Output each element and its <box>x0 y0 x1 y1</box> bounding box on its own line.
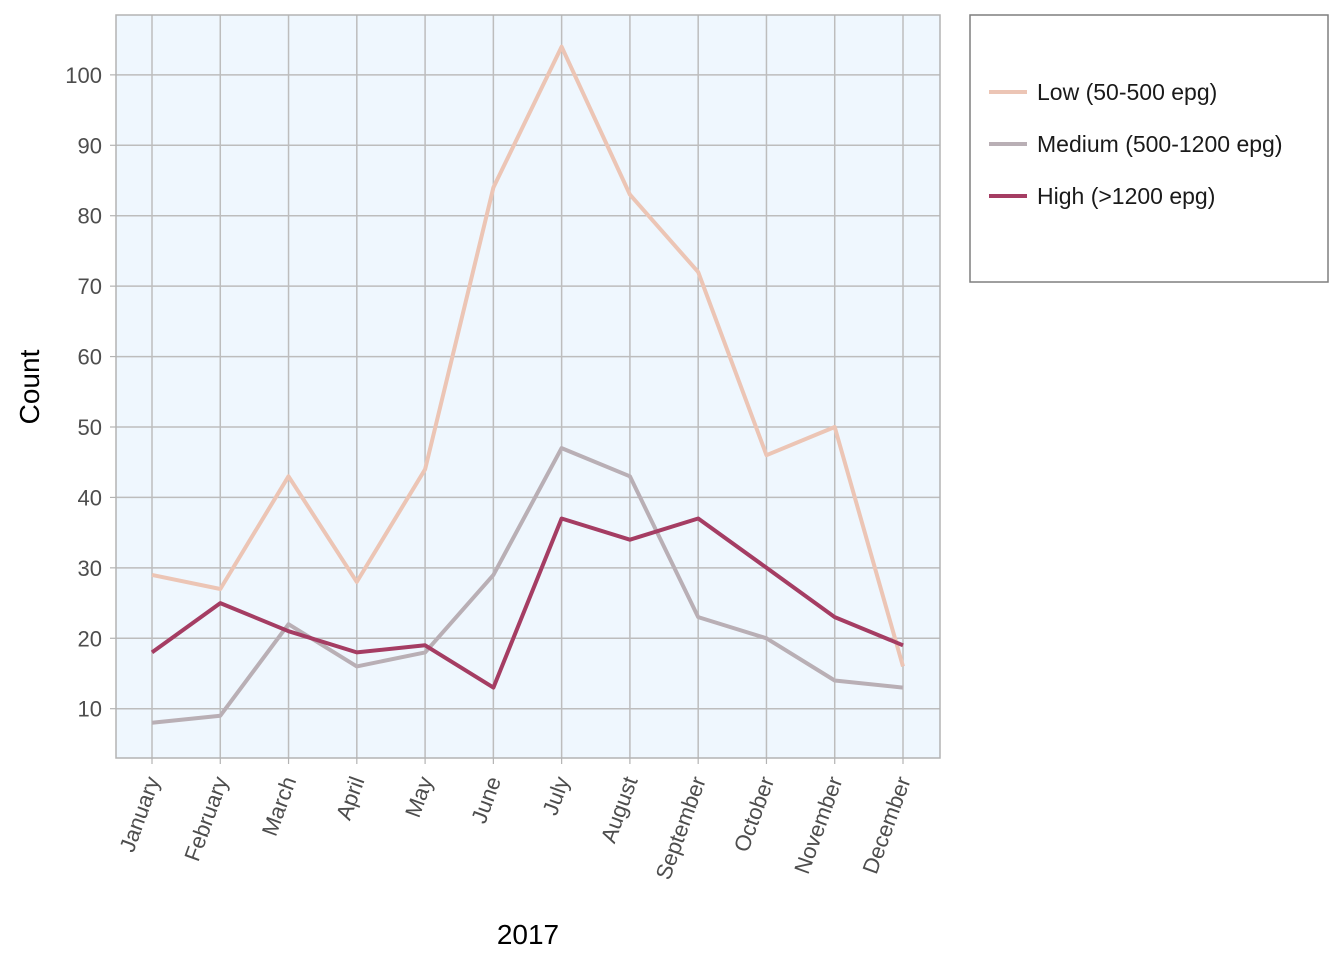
x-axis-ticks: January February March April May June July Augu… <box>114 758 916 883</box>
y-tick-label: 70 <box>78 274 102 299</box>
legend-label: Medium (500-1200 epg) <box>1037 131 1282 157</box>
y-axis-title: Count <box>14 349 45 424</box>
legend: Low (50-500 epg) Medium (500-1200 epg) Hig… <box>969 14 1329 283</box>
series-line <box>150 516 904 690</box>
legend-box <box>969 14 1329 283</box>
x-tick-label: March <box>257 773 301 839</box>
y-tick-label: 100 <box>65 63 102 88</box>
x-tick-label: August <box>596 773 643 846</box>
series-line <box>151 446 904 725</box>
y-axis-ticks: 10 20 30 40 50 60 70 80 90 100 <box>65 63 116 722</box>
y-tick-label: 60 <box>78 345 102 370</box>
x-tick-label: November <box>789 773 847 877</box>
x-tick-label: May <box>400 773 438 821</box>
legend-label: High (>1200 epg) <box>1037 183 1215 209</box>
y-tick-label: 40 <box>78 485 102 510</box>
y-tick-label: 90 <box>78 133 102 158</box>
x-axis-title: 2017 <box>497 919 559 950</box>
series-lines <box>150 44 905 725</box>
y-tick-label: 10 <box>78 697 102 722</box>
y-tick-label: 80 <box>78 204 102 229</box>
x-tick-label: April <box>331 773 370 823</box>
series-line <box>151 44 905 667</box>
x-tick-label: December <box>857 773 915 877</box>
x-tick-label: February <box>179 773 233 864</box>
y-tick-label: 50 <box>78 415 102 440</box>
x-tick-label: October <box>729 773 779 855</box>
grid-lines <box>116 15 940 758</box>
x-tick-label: January <box>114 773 164 855</box>
y-tick-label: 20 <box>78 626 102 651</box>
legend-label: Low (50-500 epg) <box>1037 79 1217 105</box>
x-tick-label: June <box>466 773 506 826</box>
x-tick-label: September <box>651 773 711 883</box>
plot-panel <box>116 15 940 758</box>
plot-panel-border <box>115 14 941 759</box>
y-tick-label: 30 <box>78 556 102 581</box>
x-tick-label: July <box>537 773 574 818</box>
